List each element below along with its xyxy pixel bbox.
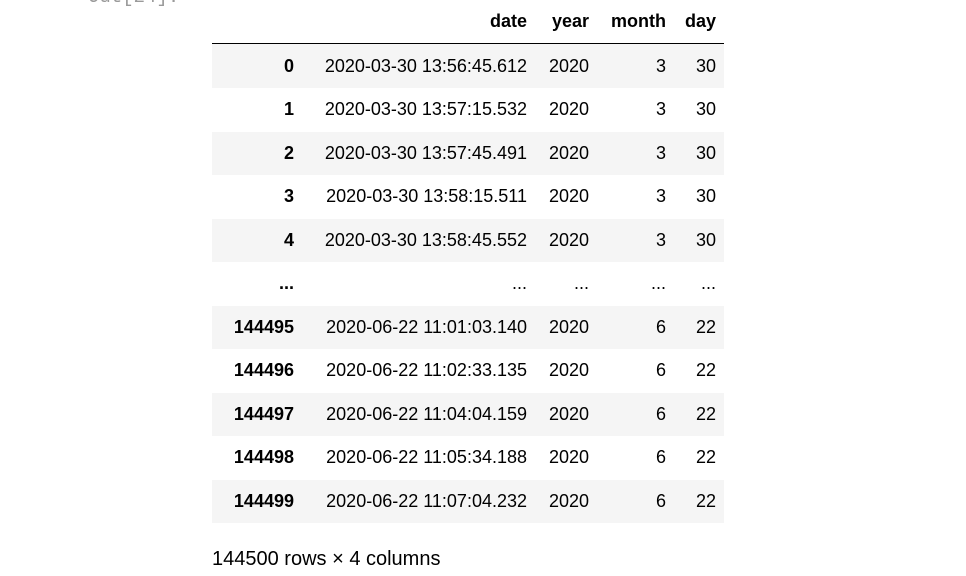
row-index: 144498 [233,447,294,468]
dataframe-output: date year month day 0 2020-03-30 13:56:45… [212,0,724,523]
cell-year: 2020 [548,490,589,511]
cell-year: 2020 [548,55,589,76]
column-header-year: year [535,0,597,44]
cell-month: 3 [655,99,666,120]
cell-year: 2020 [548,142,589,163]
table-row: 144498 2020-06-22 11:05:34.188 2020 6 22 [212,436,724,480]
row-index: 0 [283,55,294,76]
cell-date: 2020-03-30 13:58:45.552 [324,229,527,250]
cell-day: 22 [695,316,716,337]
table-row: 144499 2020-06-22 11:07:04.232 2020 6 22 [212,479,724,523]
column-header-index [212,0,302,44]
column-header-day: day [674,0,724,44]
row-index: ... [278,273,294,294]
column-header-date: date [302,0,535,44]
table-row: 4 2020-03-30 13:58:45.552 2020 3 30 [212,218,724,262]
cell-day: 30 [695,55,716,76]
cell-date: 2020-06-22 11:02:33.135 [326,360,527,381]
table-row: 144497 2020-06-22 11:04:04.159 2020 6 22 [212,392,724,436]
row-index: 144495 [233,316,294,337]
cell-month: 3 [655,55,666,76]
cell-date: 2020-03-30 13:57:45.491 [324,142,527,163]
cell-month: ... [650,273,666,294]
cell-date: 2020-06-22 11:05:34.188 [326,447,527,468]
column-header-month: month [597,0,674,44]
cell-day: ... [700,273,716,294]
row-index: 2 [283,142,294,163]
cell-day: 30 [695,99,716,120]
cell-date: ... [511,273,527,294]
cell-month: 3 [655,229,666,250]
cell-month: 6 [655,316,666,337]
row-index: 144497 [233,403,294,424]
table-row: ............... [212,262,724,306]
output-prompt: Out[24]: [88,0,179,8]
row-index: 3 [283,186,294,207]
cell-day: 30 [695,229,716,250]
row-index: 144499 [233,490,294,511]
cell-date: 2020-06-22 11:04:04.159 [326,403,527,424]
cell-year: 2020 [548,186,589,207]
cell-year: 2020 [548,99,589,120]
cell-date: 2020-03-30 13:58:15.511 [326,186,527,207]
cell-year: 2020 [548,447,589,468]
cell-year: 2020 [548,360,589,381]
row-index: 4 [283,229,294,250]
cell-day: 22 [695,490,716,511]
row-index: 144496 [233,360,294,381]
table-row: 0 2020-03-30 13:56:45.612 2020 3 30 [212,43,724,88]
cell-date: 2020-06-22 11:01:03.140 [326,316,527,337]
cell-day: 30 [695,142,716,163]
cell-month: 6 [655,490,666,511]
cell-day: 22 [695,447,716,468]
table-row: 144495 2020-06-22 11:01:03.140 2020 6 22 [212,305,724,349]
table-row: 1 2020-03-30 13:57:15.532 2020 3 30 [212,88,724,132]
cell-month: 6 [655,447,666,468]
cell-date: 2020-03-30 13:56:45.612 [324,55,527,76]
table-body: 0 2020-03-30 13:56:45.612 2020 3 30 1 2020-03-… [212,43,724,523]
cell-year: 2020 [548,229,589,250]
cell-month: 3 [655,186,666,207]
cell-month: 3 [655,142,666,163]
dataframe-shape: 144500 rows × 4 columns [212,548,441,570]
cell-day: 22 [695,360,716,381]
cell-year: 2020 [548,403,589,424]
row-index: 1 [283,99,294,120]
header-row: date year month day [212,0,724,44]
cell-year: 2020 [548,316,589,337]
dataframe-table: date year month day 0 2020-03-30 13:56:45… [212,0,724,523]
table-row: 3 2020-03-30 13:58:15.511 2020 3 30 [212,175,724,219]
cell-day: 22 [695,403,716,424]
cell-month: 6 [655,403,666,424]
cell-date: 2020-03-30 13:57:15.532 [324,99,527,120]
cell-month: 6 [655,360,666,381]
table-row: 2 2020-03-30 13:57:45.491 2020 3 30 [212,131,724,175]
table-row: 144496 2020-06-22 11:02:33.135 2020 6 22 [212,349,724,393]
cell-year: ... [573,273,589,294]
cell-date: 2020-06-22 11:07:04.232 [326,490,527,511]
cell-day: 30 [695,186,716,207]
